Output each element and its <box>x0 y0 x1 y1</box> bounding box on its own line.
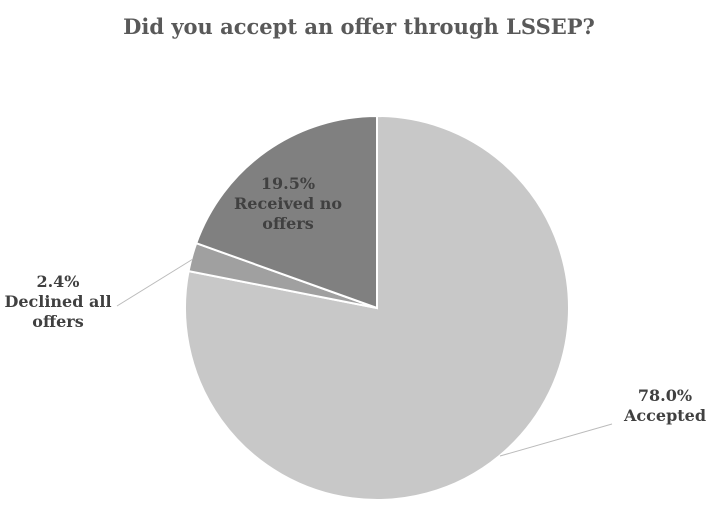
pie-slice <box>194 114 378 310</box>
leader-line <box>116 258 194 307</box>
leader-line <box>499 423 613 457</box>
value-label: 19.5% <box>260 174 316 193</box>
category-label: Received no offers <box>233 194 342 233</box>
chart-title: Did you accept an offer through LSSEP? <box>123 14 595 39</box>
pie-slice <box>184 114 570 501</box>
category-label: Declined all offers <box>4 292 112 331</box>
value-label: 2.4% <box>36 272 80 291</box>
data-label: 19.5% Received no offers <box>228 174 348 234</box>
category-label: Accepted <box>623 406 707 425</box>
data-label: 78.0% Accepted <box>600 386 718 426</box>
data-label: 2.4% Declined all offers <box>2 272 114 332</box>
value-label: 78.0% <box>637 386 693 405</box>
